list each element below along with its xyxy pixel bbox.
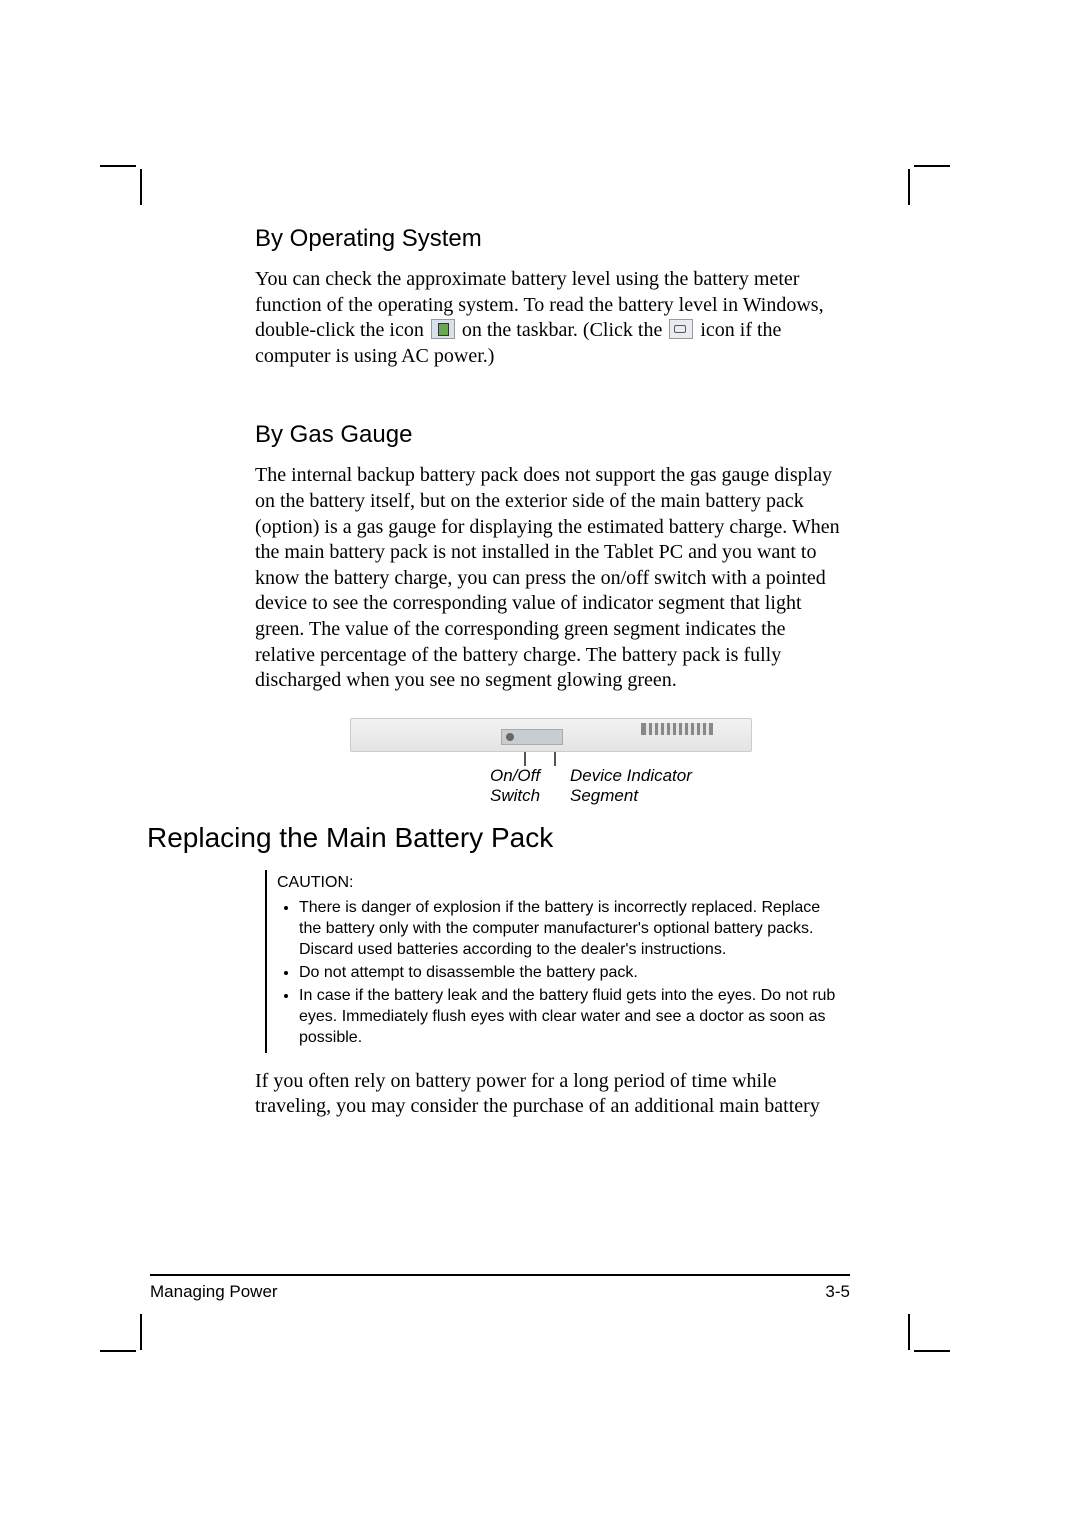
figure-callouts: On/Off Device Indicator Switch Segment — [350, 752, 750, 800]
gauge-switch-box — [501, 729, 563, 745]
callout-indicator-bottom: Segment — [570, 786, 638, 806]
crop-mark-top-right — [890, 135, 950, 195]
text-os-2: on the taskbar. (Click the — [462, 319, 668, 341]
caution-list: There is danger of explosion if the batt… — [277, 897, 845, 1049]
caution-item: Do not attempt to disassemble the batter… — [299, 962, 845, 983]
crop-mark-bottom-right — [890, 1320, 950, 1380]
crop-mark-top-left — [100, 135, 160, 195]
page-footer: Managing Power 3-5 — [150, 1274, 850, 1302]
caution-block: CAUTION: There is danger of explosion if… — [265, 870, 845, 1053]
caution-item: There is danger of explosion if the batt… — [299, 897, 845, 960]
heading-by-operating-system: By Operating System — [255, 225, 845, 253]
paragraph-gas: The internal backup battery pack does no… — [255, 463, 845, 693]
gas-gauge-figure: On/Off Device Indicator Switch Segment — [350, 718, 750, 800]
callout-onoff-top: On/Off — [490, 766, 540, 786]
gauge-body — [350, 718, 752, 752]
page-content: By Operating System You can check the ap… — [255, 225, 845, 1128]
paragraph-os: You can check the approximate battery le… — [255, 267, 845, 369]
heading-replacing-battery: Replacing the Main Battery Pack — [147, 822, 845, 854]
callout-indicator-top: Device Indicator — [570, 766, 692, 786]
footer-chapter: Managing Power — [150, 1282, 278, 1301]
caution-title: CAUTION: — [277, 872, 845, 893]
paragraph-replace: If you often rely on battery power for a… — [255, 1069, 845, 1120]
battery-icon — [431, 319, 455, 339]
caution-item: In case if the battery leak and the batt… — [299, 985, 845, 1048]
footer-page-number: 3-5 — [825, 1282, 850, 1302]
gauge-indicator-stripes — [641, 723, 713, 735]
plug-icon — [669, 319, 693, 339]
heading-by-gas-gauge: By Gas Gauge — [255, 421, 845, 449]
crop-mark-bottom-left — [100, 1320, 160, 1380]
callout-onoff-bottom: Switch — [490, 786, 540, 806]
